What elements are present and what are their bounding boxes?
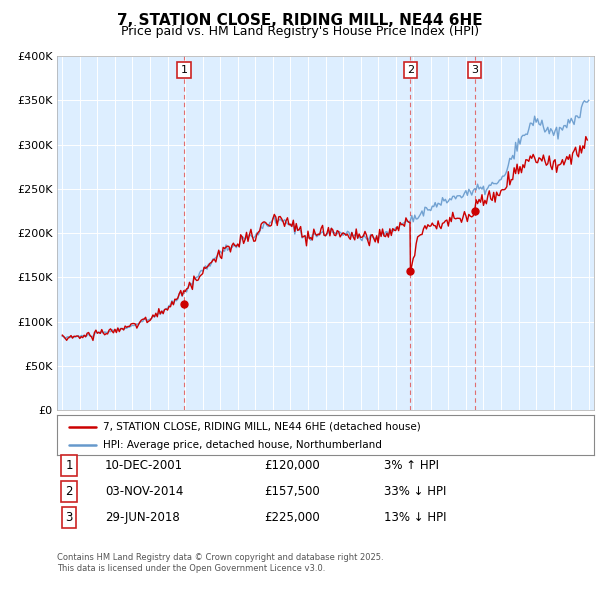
Text: 3: 3 bbox=[471, 65, 478, 75]
Text: 29-JUN-2018: 29-JUN-2018 bbox=[105, 511, 180, 524]
Text: 2: 2 bbox=[407, 65, 414, 75]
Text: 03-NOV-2014: 03-NOV-2014 bbox=[105, 485, 184, 498]
Text: 13% ↓ HPI: 13% ↓ HPI bbox=[384, 511, 446, 524]
Text: 3: 3 bbox=[65, 511, 73, 524]
Text: 1: 1 bbox=[181, 65, 188, 75]
Text: 3% ↑ HPI: 3% ↑ HPI bbox=[384, 459, 439, 472]
Text: 10-DEC-2001: 10-DEC-2001 bbox=[105, 459, 183, 472]
Text: Contains HM Land Registry data © Crown copyright and database right 2025.
This d: Contains HM Land Registry data © Crown c… bbox=[57, 553, 383, 573]
Text: 33% ↓ HPI: 33% ↓ HPI bbox=[384, 485, 446, 498]
Text: 2: 2 bbox=[65, 485, 73, 498]
Text: £120,000: £120,000 bbox=[264, 459, 320, 472]
Text: HPI: Average price, detached house, Northumberland: HPI: Average price, detached house, Nort… bbox=[103, 441, 382, 450]
Text: 1: 1 bbox=[65, 459, 73, 472]
Text: £157,500: £157,500 bbox=[264, 485, 320, 498]
Text: 7, STATION CLOSE, RIDING MILL, NE44 6HE: 7, STATION CLOSE, RIDING MILL, NE44 6HE bbox=[117, 13, 483, 28]
Text: £225,000: £225,000 bbox=[264, 511, 320, 524]
Text: 7, STATION CLOSE, RIDING MILL, NE44 6HE (detached house): 7, STATION CLOSE, RIDING MILL, NE44 6HE … bbox=[103, 422, 421, 432]
Text: Price paid vs. HM Land Registry's House Price Index (HPI): Price paid vs. HM Land Registry's House … bbox=[121, 25, 479, 38]
